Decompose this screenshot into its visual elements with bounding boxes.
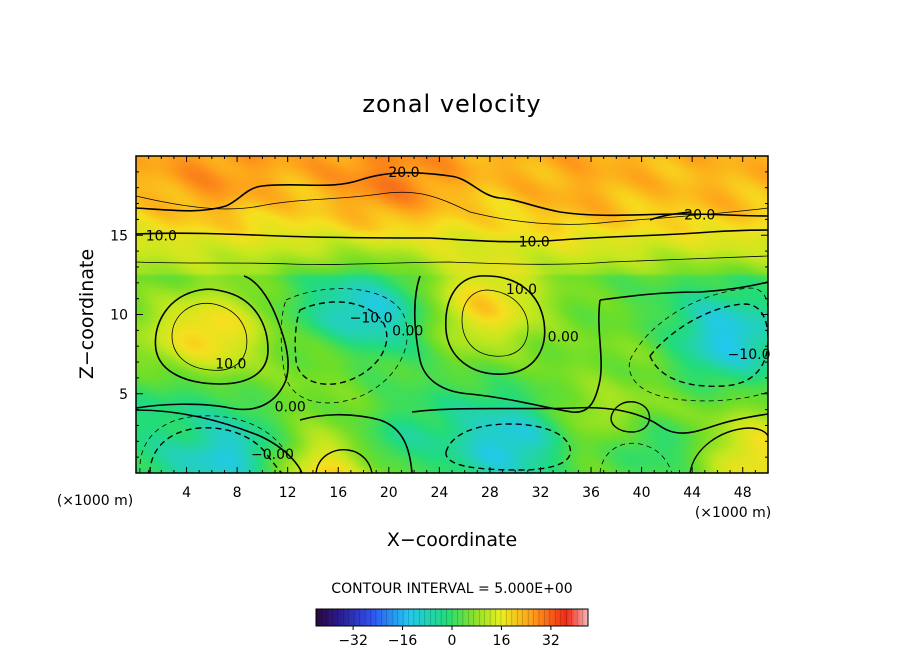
y-axis-label: Z−coordinate bbox=[76, 249, 98, 379]
x-tick-label: 44 bbox=[683, 485, 701, 501]
contour-label: 10.0 bbox=[506, 282, 537, 298]
contour-0-right bbox=[599, 281, 768, 301]
contour-neg10-bottom-mid bbox=[445, 423, 572, 471]
contour-lines bbox=[136, 171, 768, 473]
y-tick-label: 15 bbox=[110, 228, 128, 244]
y-tick-label: 5 bbox=[119, 387, 128, 403]
contour-15 bbox=[136, 191, 768, 225]
chart-title: zonal velocity bbox=[362, 90, 541, 118]
contour-0-bottom-right bbox=[411, 406, 768, 434]
y-axis-ticks: 5 10 15 bbox=[110, 171, 768, 458]
contour-labels: 20.020.010.0 10.010.010.0−10.0−10.00.00 0.… bbox=[146, 165, 771, 463]
contour-neg10-left-eddy bbox=[294, 301, 388, 385]
x-tick-label: 48 bbox=[734, 485, 752, 501]
x-tick-label: 32 bbox=[532, 485, 550, 501]
x-tick-label: 12 bbox=[279, 485, 297, 501]
contour-neg10-right-eddy bbox=[649, 303, 768, 387]
x-tick-label: 16 bbox=[329, 485, 347, 501]
colorbar-tick-label: 16 bbox=[493, 633, 511, 649]
contour-label: 20.0 bbox=[684, 208, 715, 224]
x-tick-label: 24 bbox=[430, 485, 448, 501]
contour-label: 20.0 bbox=[388, 165, 419, 181]
x-tick-label: 40 bbox=[633, 485, 651, 501]
colorbar-tick-label: 0 bbox=[448, 633, 457, 649]
contour-15-center-eddy bbox=[461, 289, 529, 357]
contour-neg5-bottom-right bbox=[599, 442, 673, 473]
contour-0-left bbox=[136, 275, 289, 411]
contour-0-bottom bbox=[136, 409, 303, 473]
contour-10-left-eddy bbox=[154, 288, 269, 385]
x-axis-ticks: 4 8 12 16 20 24 28 32 36 40 44 48 bbox=[148, 156, 756, 501]
contour-5-band bbox=[136, 255, 768, 265]
x-tick-label: 28 bbox=[481, 485, 499, 501]
contour-label: 0.00 bbox=[548, 330, 579, 346]
contour-interval-label: CONTOUR INTERVAL = 5.000E+00 bbox=[331, 581, 572, 597]
y-tick-label: 10 bbox=[110, 308, 128, 324]
contour-label: 10.0 bbox=[215, 357, 246, 373]
colorbar-tick-label: −16 bbox=[388, 633, 418, 649]
contour-0-bottom-mid bbox=[299, 413, 413, 473]
x-tick-label: 36 bbox=[582, 485, 600, 501]
contour-15-bottom-warm bbox=[315, 449, 373, 473]
x-unit-label: (×1000 m) bbox=[695, 505, 771, 521]
contour-label: 10.0 bbox=[146, 228, 177, 244]
contour-label: 10.0 bbox=[519, 235, 550, 251]
x-tick-label: 20 bbox=[380, 485, 398, 501]
colorbar-tick-label: −32 bbox=[338, 633, 368, 649]
contour-label: −10.0 bbox=[350, 311, 393, 327]
contour-15-warm-small bbox=[610, 401, 651, 433]
contour-10-upper bbox=[136, 229, 768, 243]
colorbar-stripes bbox=[321, 609, 583, 626]
colorbar: −32 −16 0 16 32 bbox=[315, 608, 589, 649]
contour-neg5-bottom-left bbox=[139, 415, 287, 473]
contour-label: −0.00 bbox=[251, 447, 294, 463]
colorbar-tick-label: 32 bbox=[542, 633, 560, 649]
contour-label: 0.00 bbox=[275, 399, 306, 415]
x-tick-label: 4 bbox=[182, 485, 191, 501]
contour-label: −10.0 bbox=[728, 347, 771, 363]
colorbar-ticks: −32 −16 0 16 32 bbox=[338, 626, 560, 649]
contour-10-center-eddy bbox=[445, 275, 546, 375]
contour-0-mid bbox=[413, 275, 602, 413]
contour-neg5-left-eddy bbox=[280, 288, 408, 404]
x-tick-label: 8 bbox=[233, 485, 242, 501]
contour-label: 0.00 bbox=[392, 323, 423, 339]
contour-10-bottom-right bbox=[689, 427, 768, 473]
x-axis-label: X−coordinate bbox=[387, 529, 517, 551]
contour-15-left-eddy bbox=[171, 302, 248, 371]
contour-neg10-bottom-left bbox=[149, 427, 283, 473]
y-unit-label: (×1000 m) bbox=[57, 493, 133, 509]
contour-20-upper bbox=[136, 171, 768, 217]
